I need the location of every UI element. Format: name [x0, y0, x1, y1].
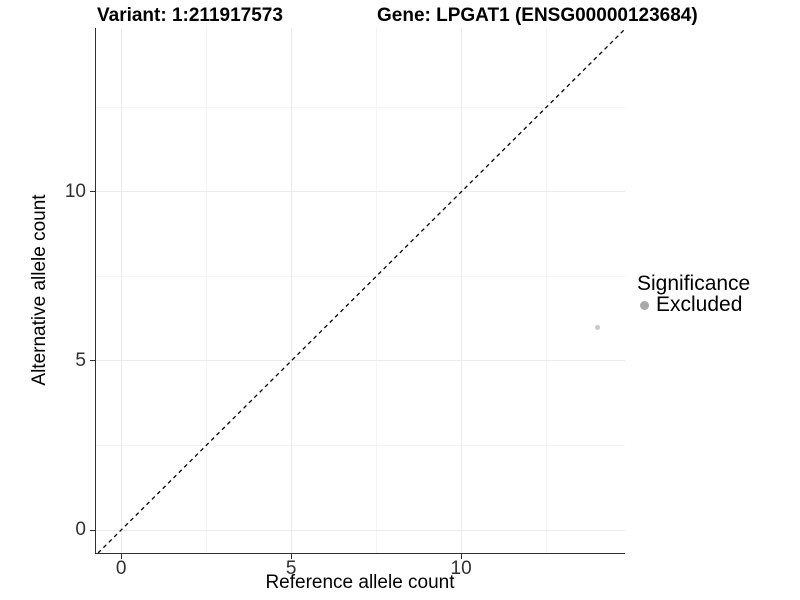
legend-point-icon: [640, 300, 649, 310]
gridline-x-major: [120, 28, 122, 553]
identity-reference-line: [97, 28, 625, 553]
x-axis-tick: [120, 554, 122, 559]
grid-layer: [96, 28, 625, 553]
data-point: [594, 324, 600, 330]
y-axis-tick: [90, 529, 95, 531]
y-axis-tick-label: 5: [75, 349, 86, 371]
plot-title-gene: Gene: LPGAT1 (ENSG00000123684): [377, 5, 698, 26]
gridline-x-minor: [375, 28, 377, 553]
gridline-x-major: [460, 28, 462, 553]
gridline-y-minor: [96, 444, 625, 446]
x-axis-tick: [290, 554, 292, 559]
gridline-x-minor: [545, 28, 547, 553]
legend-title: Significance: [637, 272, 751, 295]
gridline-y-minor: [96, 106, 625, 108]
plot-panel: [95, 28, 625, 554]
gridline-y-major: [96, 360, 625, 362]
x-axis-title: Reference allele count: [265, 572, 455, 593]
gridline-x-minor: [205, 28, 207, 553]
gridline-y-major: [96, 529, 625, 531]
legend-entry-label: Excluded: [656, 293, 743, 316]
y-axis-tick: [90, 360, 95, 362]
points-layer: [96, 28, 625, 553]
x-axis-tick-label: 5: [285, 558, 297, 579]
plot-title-variant: Variant: 1:211917573: [97, 5, 283, 26]
x-axis-tick: [460, 554, 462, 559]
gridline-y-minor: [96, 275, 625, 277]
y-axis-tick-label: 10: [64, 180, 86, 202]
x-axis-tick-label: 10: [450, 558, 472, 579]
gridline-x-major: [290, 28, 292, 553]
legend: Significance Excluded: [637, 272, 750, 316]
y-axis-tick: [90, 191, 95, 193]
x-axis-tick-label: 0: [115, 558, 127, 579]
legend-entry-excluded: Excluded: [640, 294, 750, 316]
y-axis-tick-label: 0: [75, 519, 86, 540]
gridline-y-major: [96, 191, 625, 193]
